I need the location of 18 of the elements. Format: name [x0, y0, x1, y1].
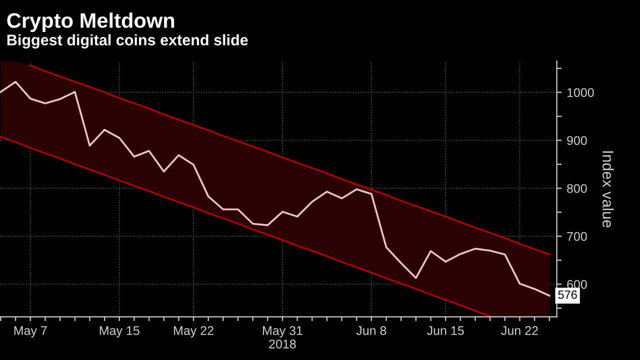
x-tick-label: Jun 8 — [356, 326, 386, 336]
line-series — [0, 136, 491, 317]
line-series — [30, 64, 550, 256]
y-tick-label: 1000 — [567, 88, 594, 98]
x-tick-label: May 31 2018 — [263, 326, 302, 348]
chart-title: Crypto Meltdown — [7, 12, 174, 32]
x-tick-label: May 22 — [174, 326, 214, 338]
y-axis-title: Index value — [602, 151, 614, 228]
chart-subtitle: Biggest digital coins extend slide — [7, 34, 248, 49]
x-tick-label: Jun 15 — [427, 326, 464, 336]
y-tick-label: 700 — [567, 232, 587, 241]
x-tick-label: May 7 — [14, 326, 47, 338]
y-tick-label: 900 — [567, 136, 587, 145]
x-tick-label: Jun 22 — [501, 326, 538, 336]
x-tick-label: May 15 — [100, 326, 140, 338]
y-tick-label: 800 — [567, 184, 587, 193]
data-label: 576 — [558, 290, 577, 299]
line-series — [0, 80, 550, 297]
